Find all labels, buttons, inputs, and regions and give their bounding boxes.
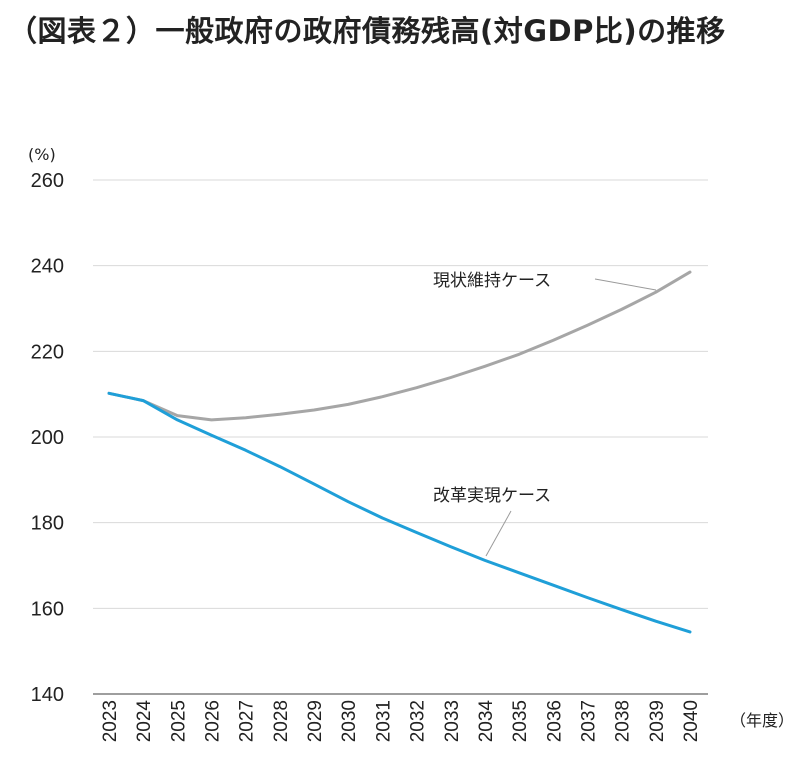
x-tick-label: 2033 xyxy=(442,700,463,742)
x-tick-label: 2035 xyxy=(510,700,531,742)
y-tick-label: 220 xyxy=(31,341,64,363)
x-tick-label: 2036 xyxy=(544,700,565,742)
x-axis-unit-label: （年度） xyxy=(730,711,794,730)
x-axis-tick-labels: 2023 2024 2025 2026 2027 2028 2029 2030 2031 2032… xyxy=(100,700,702,743)
x-tick-label: 2039 xyxy=(647,700,668,742)
x-tick-label: 2025 xyxy=(168,700,189,742)
y-tick-label: 200 xyxy=(31,427,64,449)
y-tick-label: 180 xyxy=(31,513,64,535)
annotation-leader-line xyxy=(485,510,512,557)
y-tick-label: 140 xyxy=(31,684,64,706)
series-line-1 xyxy=(107,391,692,634)
x-tick-label: 2023 xyxy=(100,700,121,742)
x-tick-label: 2028 xyxy=(271,700,292,742)
x-tick-label: 2024 xyxy=(134,700,155,743)
x-tick-label: 2027 xyxy=(237,700,258,742)
x-tick-label: 2030 xyxy=(339,700,360,742)
annotation-leader-line xyxy=(594,278,657,291)
series-annotation-label: 改革実現ケース xyxy=(433,486,551,506)
x-tick-label: 2037 xyxy=(578,700,599,742)
x-tick-label: 2038 xyxy=(613,700,634,742)
x-tick-label: 2031 xyxy=(373,700,394,742)
series-lines xyxy=(107,270,692,634)
x-tick-label: 2026 xyxy=(203,700,224,742)
x-tick-label: 2034 xyxy=(476,700,497,743)
series-line-0 xyxy=(107,270,692,422)
x-tick-label: 2040 xyxy=(681,700,702,742)
chart-title: （図表２）一般政府の政府債務残高(対GDP比)の推移 xyxy=(8,14,726,48)
y-tick-label: 260 xyxy=(31,170,64,192)
gridlines xyxy=(93,179,708,695)
y-tick-label: 240 xyxy=(31,256,64,278)
x-tick-label: 2032 xyxy=(408,700,429,742)
y-tick-label: 160 xyxy=(31,598,64,620)
x-tick-label: 2029 xyxy=(305,700,326,742)
series-annotation-label: 現状維持ケース xyxy=(433,271,551,291)
y-axis-tick-labels: 140 160 180 200 220 240 260 xyxy=(31,170,64,706)
y-axis-unit-label: (%) xyxy=(28,145,56,164)
